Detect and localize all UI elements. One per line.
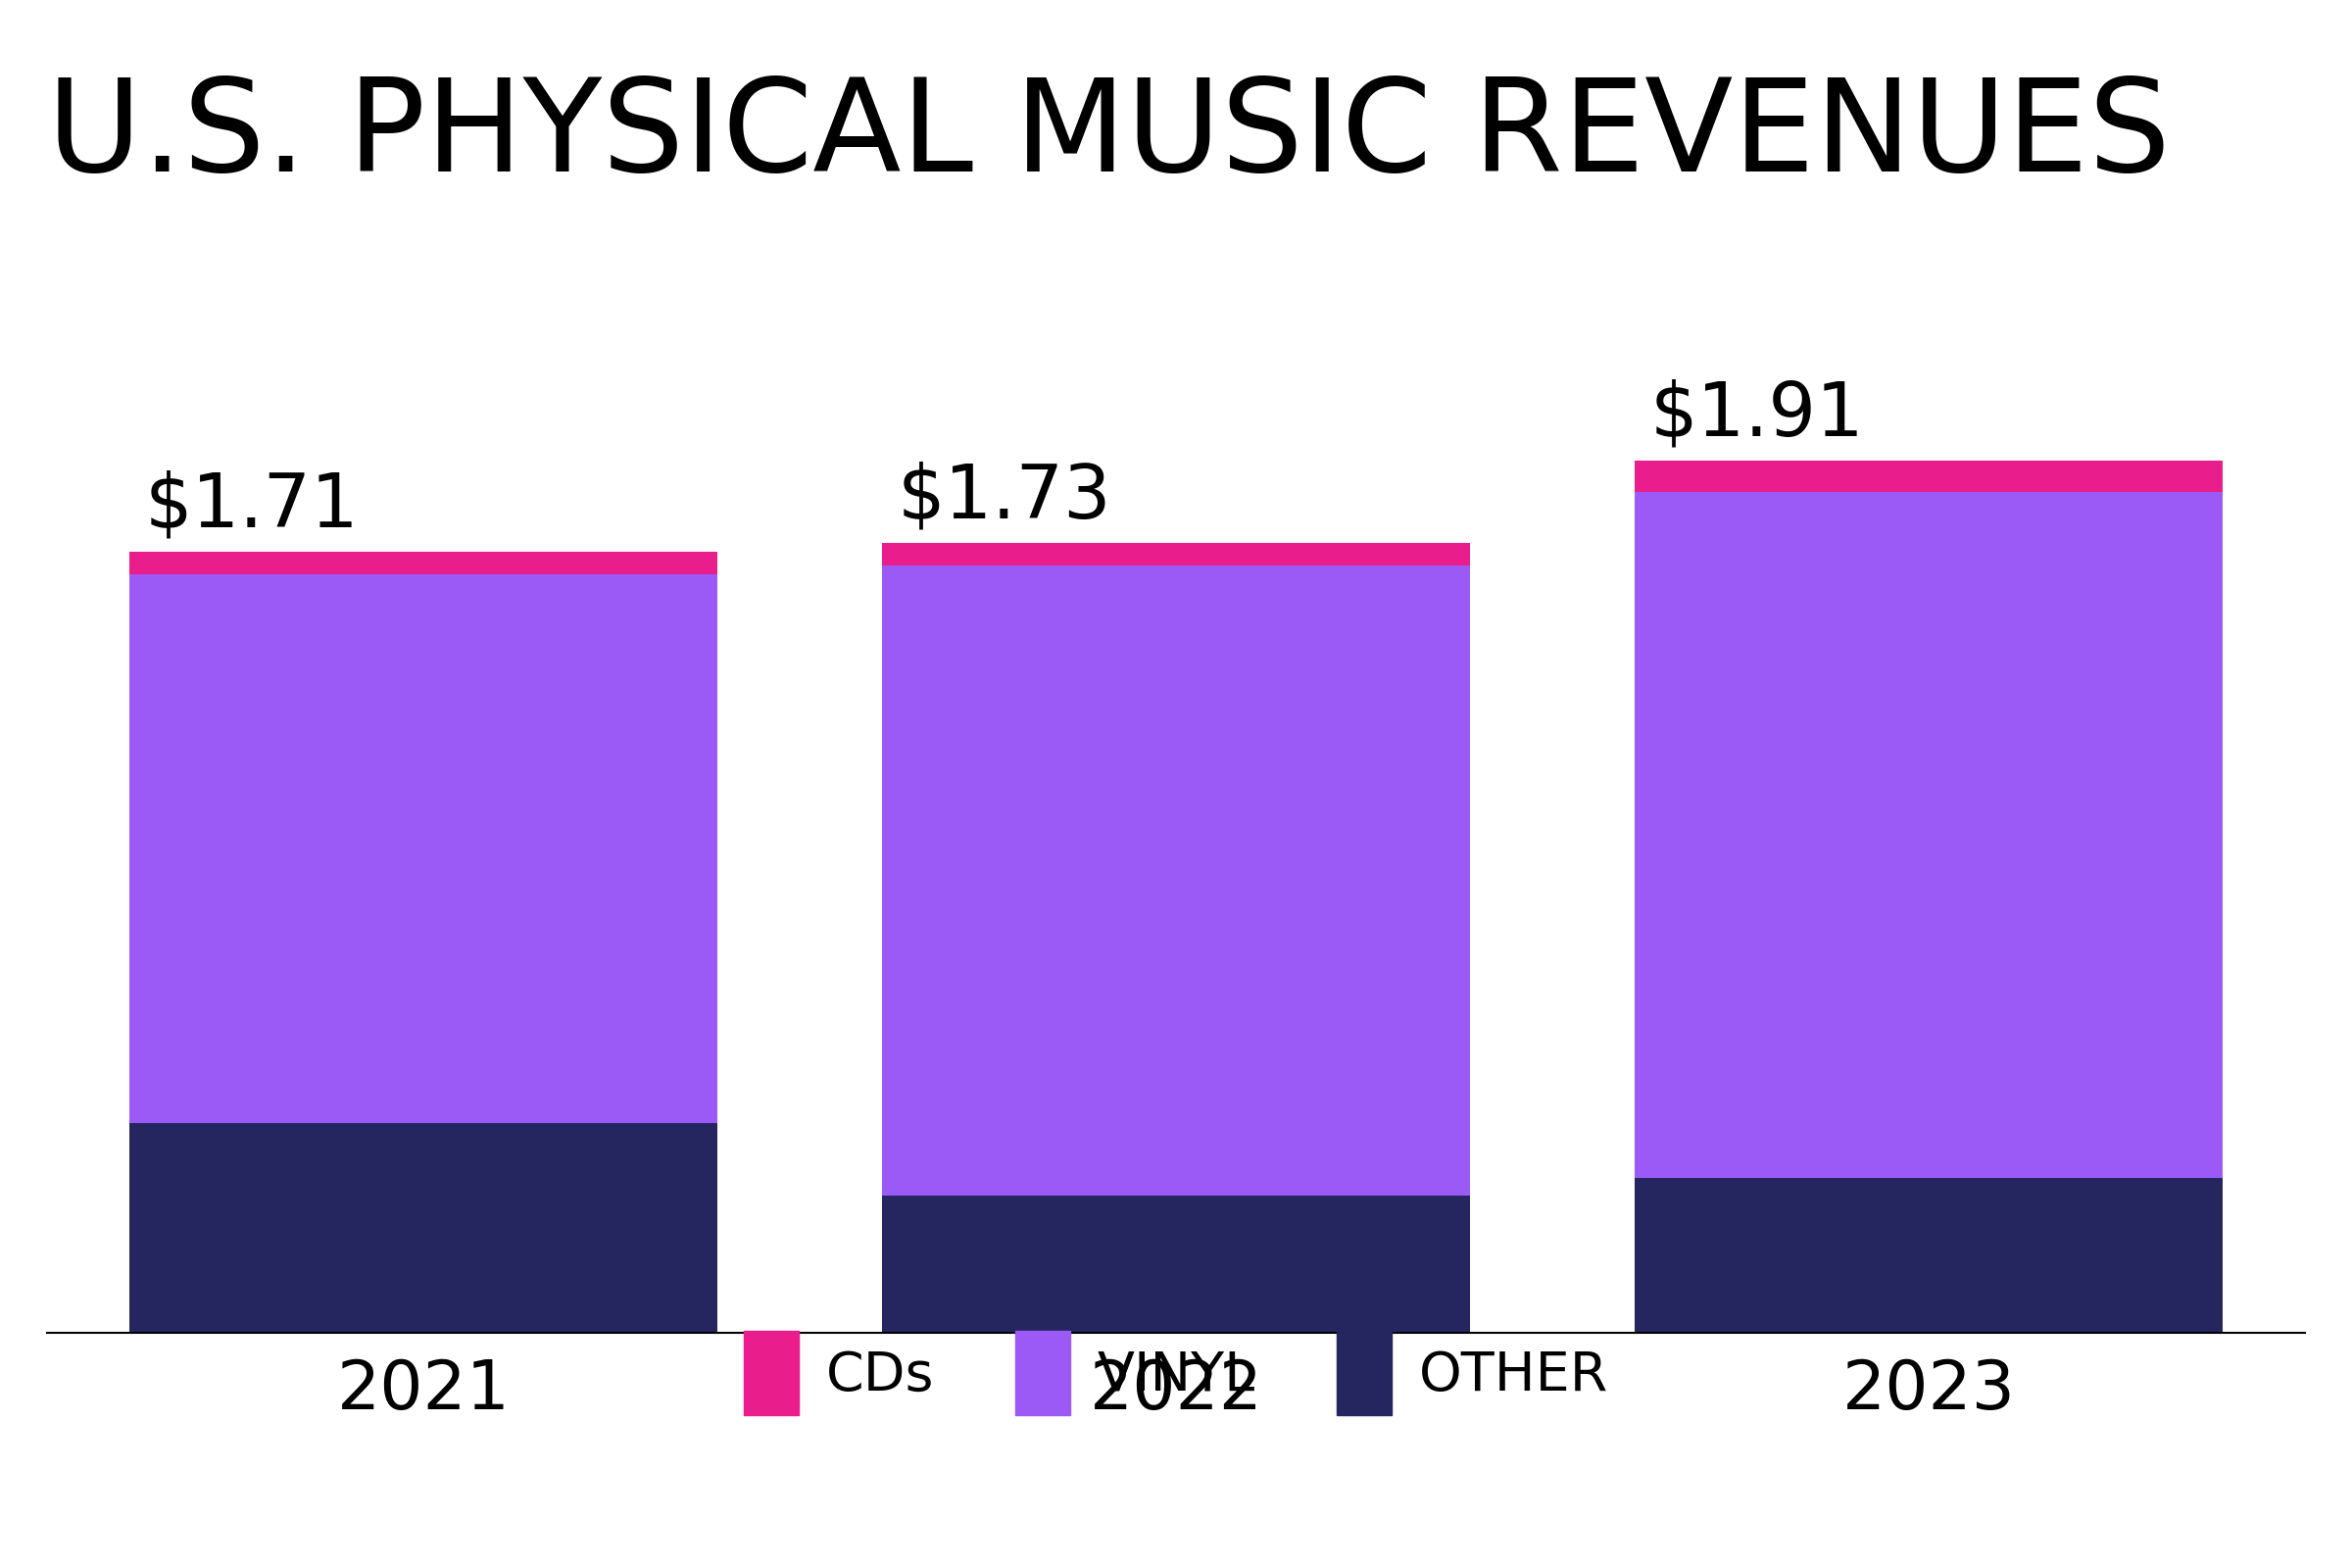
Text: $1.71: $1.71 [146,470,360,543]
Bar [129,574,717,1123]
Text: $1.73: $1.73 [898,461,1112,533]
Bar [129,552,717,574]
Bar [882,1196,1470,1333]
Legend: CDs, VINYL, OTHER: CDs, VINYL, OTHER [717,1303,1635,1443]
Bar [1635,492,2223,1178]
Bar [1635,461,2223,492]
Bar [129,1123,717,1333]
Text: $1.91: $1.91 [1651,379,1865,452]
Bar [882,543,1470,566]
Bar [1635,1178,2223,1333]
Bar [882,566,1470,1196]
Text: U.S. PHYSICAL MUSIC REVENUES: U.S. PHYSICAL MUSIC REVENUES [47,74,2171,198]
